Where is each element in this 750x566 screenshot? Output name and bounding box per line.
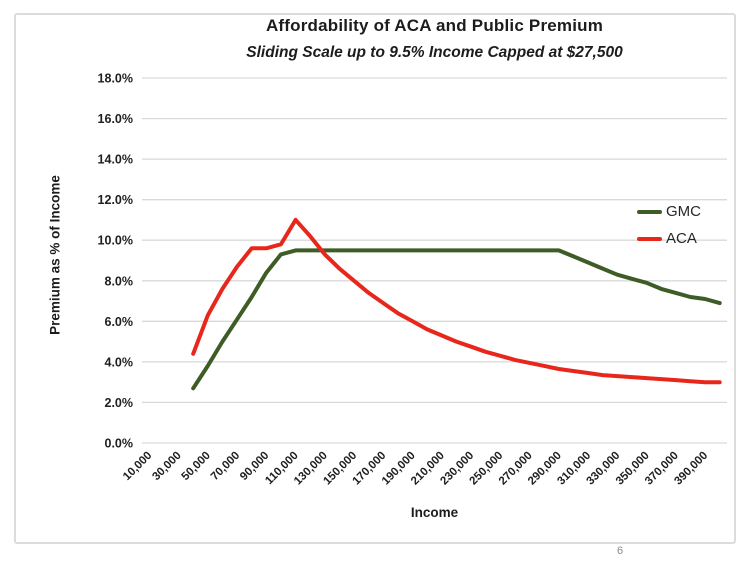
series-line-aca — [191, 217, 722, 385]
chart-legend: GMC ACA — [637, 202, 701, 248]
legend-item-gmc: GMC — [637, 202, 701, 221]
x-axis-title: Income — [410, 505, 459, 520]
y-tick-label: 8.0% — [105, 274, 134, 288]
page-number: 6 — [616, 545, 624, 557]
x-tick-label: 30,000 — [150, 450, 183, 483]
y-axis-title: Premium as % of Income — [47, 175, 63, 335]
y-tick-label: 2.0% — [105, 396, 134, 410]
y-tick-label: 10.0% — [98, 234, 133, 248]
legend-label-aca: ACA — [666, 230, 697, 247]
y-tick-label: 4.0% — [105, 355, 134, 369]
gmc-line-swatch — [637, 209, 662, 214]
y-tick-label: 0.0% — [105, 437, 134, 451]
slide-frame — [14, 13, 736, 544]
series-line-gmc — [191, 248, 722, 391]
aca-line-swatch — [637, 236, 662, 241]
y-tick-label: 12.0% — [98, 193, 133, 207]
legend-item-aca: ACA — [637, 229, 701, 248]
y-tick-label: 6.0% — [105, 315, 134, 329]
legend-label-gmc: GMC — [666, 203, 701, 220]
x-tick-label: 50,000 — [180, 450, 213, 483]
chart-subtitle: Sliding Scale up to 9.5% Income Capped a… — [246, 44, 623, 61]
x-tick-label: 70,000 — [209, 450, 242, 483]
chart-title: Affordability of ACA and Public Premium — [265, 16, 604, 35]
y-tick-label: 18.0% — [98, 72, 133, 86]
y-tick-label: 14.0% — [98, 153, 133, 167]
x-tick-label: 10,000 — [121, 450, 154, 483]
y-tick-label: 16.0% — [98, 112, 133, 126]
